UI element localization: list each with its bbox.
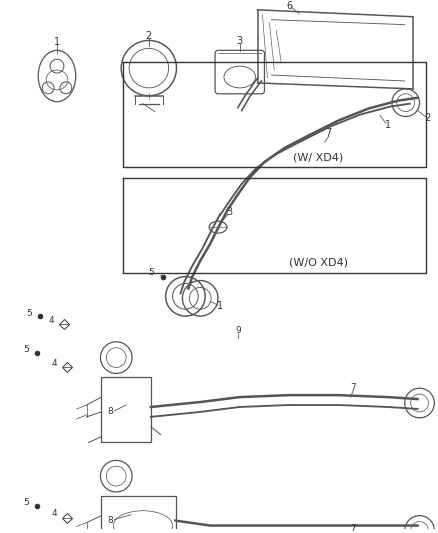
Text: 4: 4 xyxy=(51,359,57,368)
Text: 5: 5 xyxy=(24,498,29,507)
Text: (W/ XD4): (W/ XD4) xyxy=(293,152,344,162)
Text: 8: 8 xyxy=(108,407,113,416)
Text: 7: 7 xyxy=(350,383,356,392)
Text: 5: 5 xyxy=(24,345,29,354)
Text: 1: 1 xyxy=(54,37,60,47)
Text: 1: 1 xyxy=(217,301,223,311)
Text: 7: 7 xyxy=(350,524,356,533)
Text: (W/O XD4): (W/O XD4) xyxy=(289,257,348,268)
Text: 9: 9 xyxy=(235,326,240,335)
Text: 3: 3 xyxy=(237,36,243,46)
Text: 6: 6 xyxy=(286,1,292,11)
Text: 3: 3 xyxy=(227,207,233,217)
Text: 1: 1 xyxy=(385,120,391,131)
Text: 4: 4 xyxy=(51,509,57,518)
Text: 2: 2 xyxy=(146,30,152,41)
Text: 5: 5 xyxy=(148,268,154,277)
Text: 7: 7 xyxy=(325,128,332,139)
Text: 5: 5 xyxy=(27,309,32,318)
Text: 2: 2 xyxy=(424,114,431,124)
Text: 8: 8 xyxy=(108,516,113,525)
Text: 4: 4 xyxy=(48,316,54,325)
